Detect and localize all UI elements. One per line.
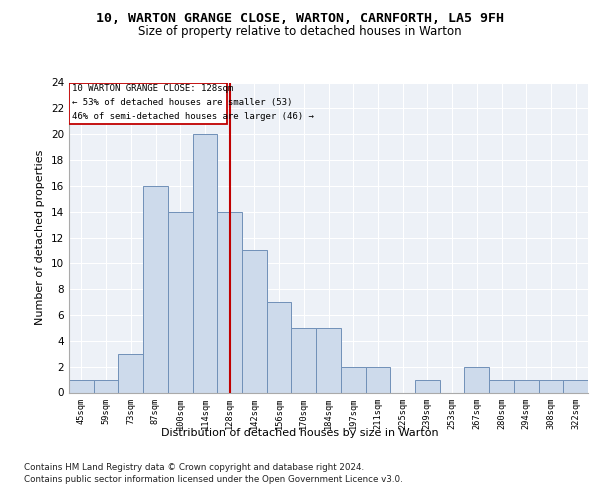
Bar [292, 328, 316, 392]
Text: Contains HM Land Registry data © Crown copyright and database right 2024.: Contains HM Land Registry data © Crown c… [24, 462, 364, 471]
Text: 46% of semi-detached houses are larger (46) →: 46% of semi-detached houses are larger (… [72, 112, 314, 121]
Bar [341, 366, 365, 392]
Bar [563, 380, 588, 392]
Bar [539, 380, 563, 392]
Bar [464, 366, 489, 392]
Bar [217, 212, 242, 392]
Text: Contains public sector information licensed under the Open Government Licence v3: Contains public sector information licen… [24, 475, 403, 484]
Bar [69, 380, 94, 392]
Text: Size of property relative to detached houses in Warton: Size of property relative to detached ho… [138, 25, 462, 38]
Text: 10, WARTON GRANGE CLOSE, WARTON, CARNFORTH, LA5 9FH: 10, WARTON GRANGE CLOSE, WARTON, CARNFOR… [96, 12, 504, 26]
Bar [168, 212, 193, 392]
Bar [143, 186, 168, 392]
Bar [489, 380, 514, 392]
Bar [94, 380, 118, 392]
Bar [242, 250, 267, 392]
Bar [193, 134, 217, 392]
Bar [267, 302, 292, 392]
Y-axis label: Number of detached properties: Number of detached properties [35, 150, 46, 325]
Text: 10 WARTON GRANGE CLOSE: 128sqm: 10 WARTON GRANGE CLOSE: 128sqm [72, 84, 233, 94]
Bar [316, 328, 341, 392]
Bar [118, 354, 143, 393]
FancyBboxPatch shape [70, 82, 227, 124]
Bar [415, 380, 440, 392]
Text: Distribution of detached houses by size in Warton: Distribution of detached houses by size … [161, 428, 439, 438]
Text: ← 53% of detached houses are smaller (53): ← 53% of detached houses are smaller (53… [72, 98, 292, 107]
Bar [365, 366, 390, 392]
Bar [514, 380, 539, 392]
